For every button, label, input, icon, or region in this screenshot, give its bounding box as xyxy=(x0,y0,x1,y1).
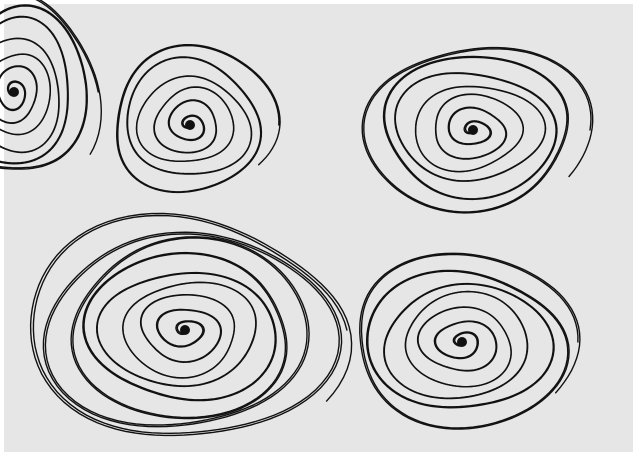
spiral-center xyxy=(185,120,195,130)
page: {} html, body { margin: 0; padding: 0; w… xyxy=(0,0,637,456)
spiral-center xyxy=(457,337,467,347)
body: (() => { const svg = document.getElement… xyxy=(0,0,637,456)
spiral-center xyxy=(180,325,190,335)
drawing xyxy=(0,0,637,456)
spiral-center xyxy=(9,87,19,97)
spiral-center xyxy=(468,125,478,135)
